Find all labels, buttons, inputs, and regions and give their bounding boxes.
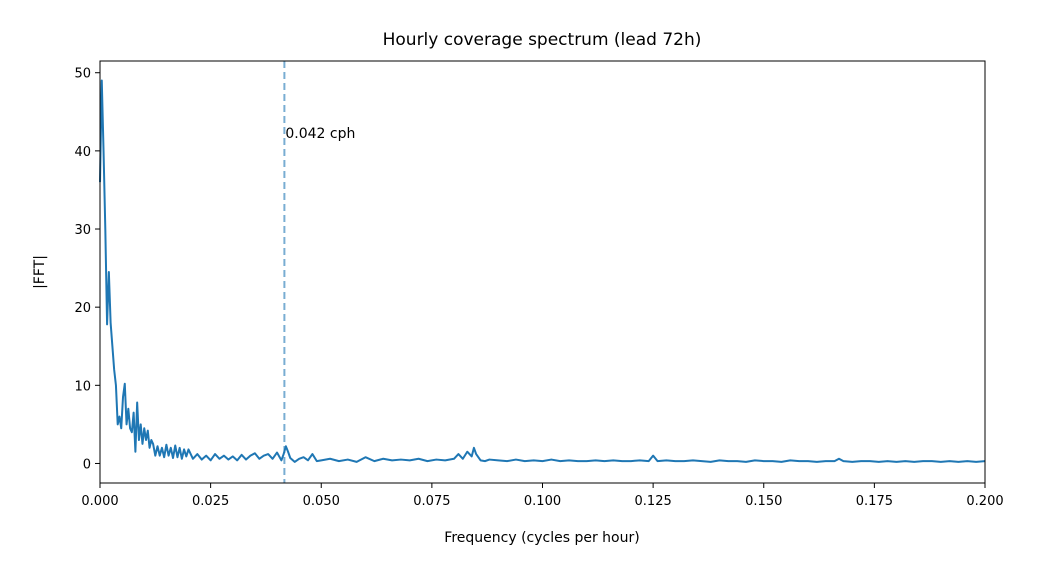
y-tick-label: 40 bbox=[74, 145, 91, 160]
y-tick-label: 30 bbox=[74, 223, 91, 238]
x-tick-label: 0.175 bbox=[856, 494, 893, 509]
y-axis: 0 10 20 30 40 50 bbox=[74, 67, 100, 472]
x-tick-label: 0.000 bbox=[81, 494, 118, 509]
x-axis: 0.000 0.025 0.050 0.075 0.100 0.125 0.150 0.175… bbox=[81, 483, 1004, 509]
series-line bbox=[99, 79, 986, 463]
y-tick-label: 0 bbox=[83, 457, 91, 472]
x-tick-label: 0.025 bbox=[192, 494, 229, 509]
x-tick-label: 0.100 bbox=[524, 494, 561, 509]
y-axis-label: |FFT| bbox=[32, 255, 48, 289]
plot-area bbox=[100, 61, 985, 483]
x-tick-label: 0.150 bbox=[745, 494, 782, 509]
y-tick-label: 10 bbox=[74, 379, 91, 394]
x-axis-label: Frequency (cycles per hour) bbox=[444, 530, 639, 546]
x-tick-label: 0.050 bbox=[303, 494, 340, 509]
x-tick-label: 0.075 bbox=[413, 494, 450, 509]
y-tick-label: 20 bbox=[74, 301, 91, 316]
x-tick-label: 0.125 bbox=[635, 494, 672, 509]
annotation-label: 0.042 cph bbox=[285, 126, 355, 142]
plot-frame bbox=[99, 60, 986, 484]
chart-title: Hourly coverage spectrum (lead 72h) bbox=[383, 30, 702, 50]
y-tick-label: 50 bbox=[74, 67, 91, 82]
x-tick-label: 0.200 bbox=[966, 494, 1003, 509]
